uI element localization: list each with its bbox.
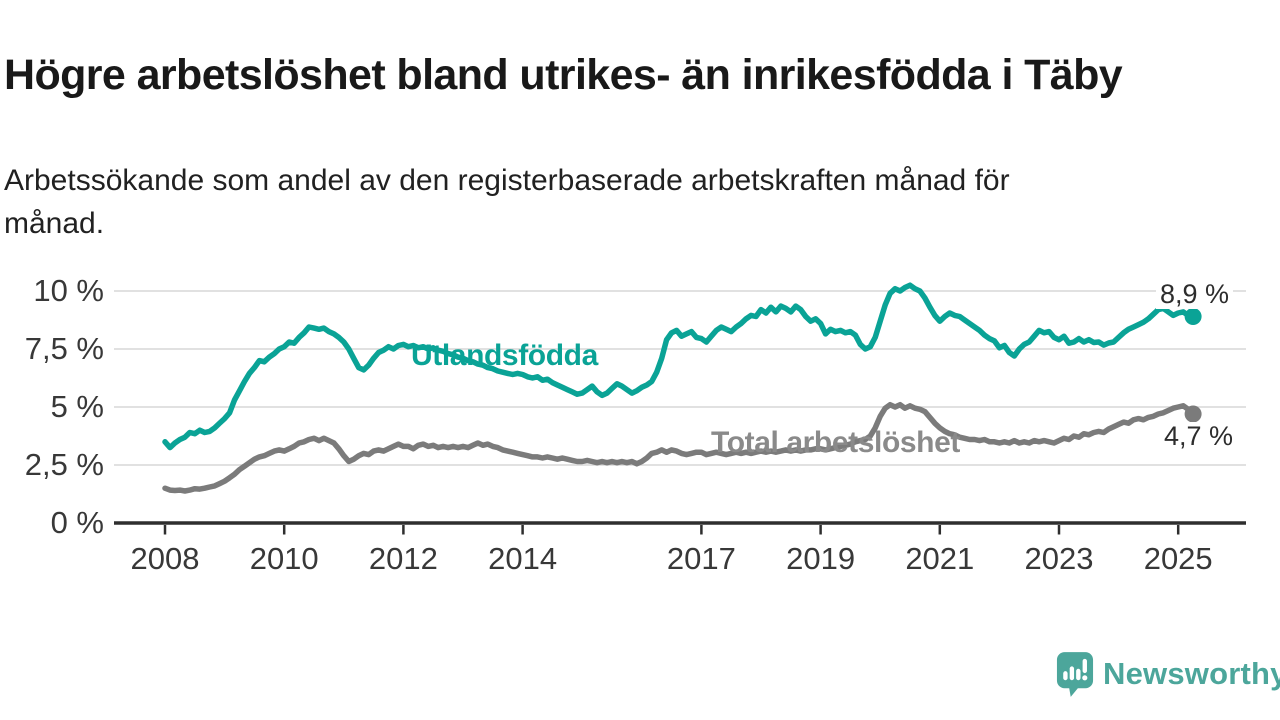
- x-axis-label: 2019: [786, 541, 856, 576]
- end-point-dots: [1184, 308, 1202, 423]
- y-axis-label: 2,5 %: [24, 447, 104, 482]
- x-axis-label: 2014: [488, 541, 558, 576]
- chart-subtitle: Arbetssökande som andel av den registerb…: [4, 159, 1224, 245]
- gridlines: [114, 290, 1246, 466]
- chart-title: Högre arbetslöshet bland utrikes- än inr…: [4, 50, 1123, 99]
- y-axis-label: 0 %: [50, 505, 104, 540]
- series-label-total-arbetsloshet: Total arbetslöshet: [711, 426, 960, 459]
- end-value-label-total: 4,7 %: [1160, 422, 1238, 451]
- data-lines: [162, 282, 1196, 494]
- x-axis-label: 2023: [1024, 541, 1094, 576]
- x-axis-label: 2025: [1143, 541, 1213, 576]
- end-dot: [1184, 405, 1202, 423]
- end-dot: [1184, 308, 1202, 325]
- x-axis-label: 2021: [905, 541, 975, 576]
- chart-subtitle-line2: månad.: [4, 207, 105, 240]
- newsworthy-logo-icon: [1056, 652, 1094, 697]
- y-axis-label: 7,5 %: [24, 331, 104, 366]
- line-total-arbetsl-shet: [162, 401, 1196, 494]
- chart-subtitle-line1: Arbetssökande som andel av den registerb…: [4, 164, 1010, 197]
- newsworthy-logo-text: Newsworthy: [1103, 656, 1280, 691]
- x-axis-label: 2017: [666, 541, 736, 576]
- y-axis-label: 5 %: [50, 389, 104, 424]
- x-axis-label: 2010: [249, 541, 319, 576]
- x-axis-label: 2008: [130, 541, 200, 576]
- series-label-utlandsfodda: Utlandsfödda: [411, 339, 598, 372]
- end-value-label-utlandsfodda: 8,9 %: [1156, 280, 1234, 309]
- x-axis-label: 2012: [368, 541, 438, 576]
- x-axis: [114, 521, 1246, 535]
- line-utlandsf-dda: [162, 282, 1196, 451]
- newsworthy-logo: Newsworthy: [1056, 651, 1280, 698]
- y-axis-label: 10 %: [33, 273, 104, 308]
